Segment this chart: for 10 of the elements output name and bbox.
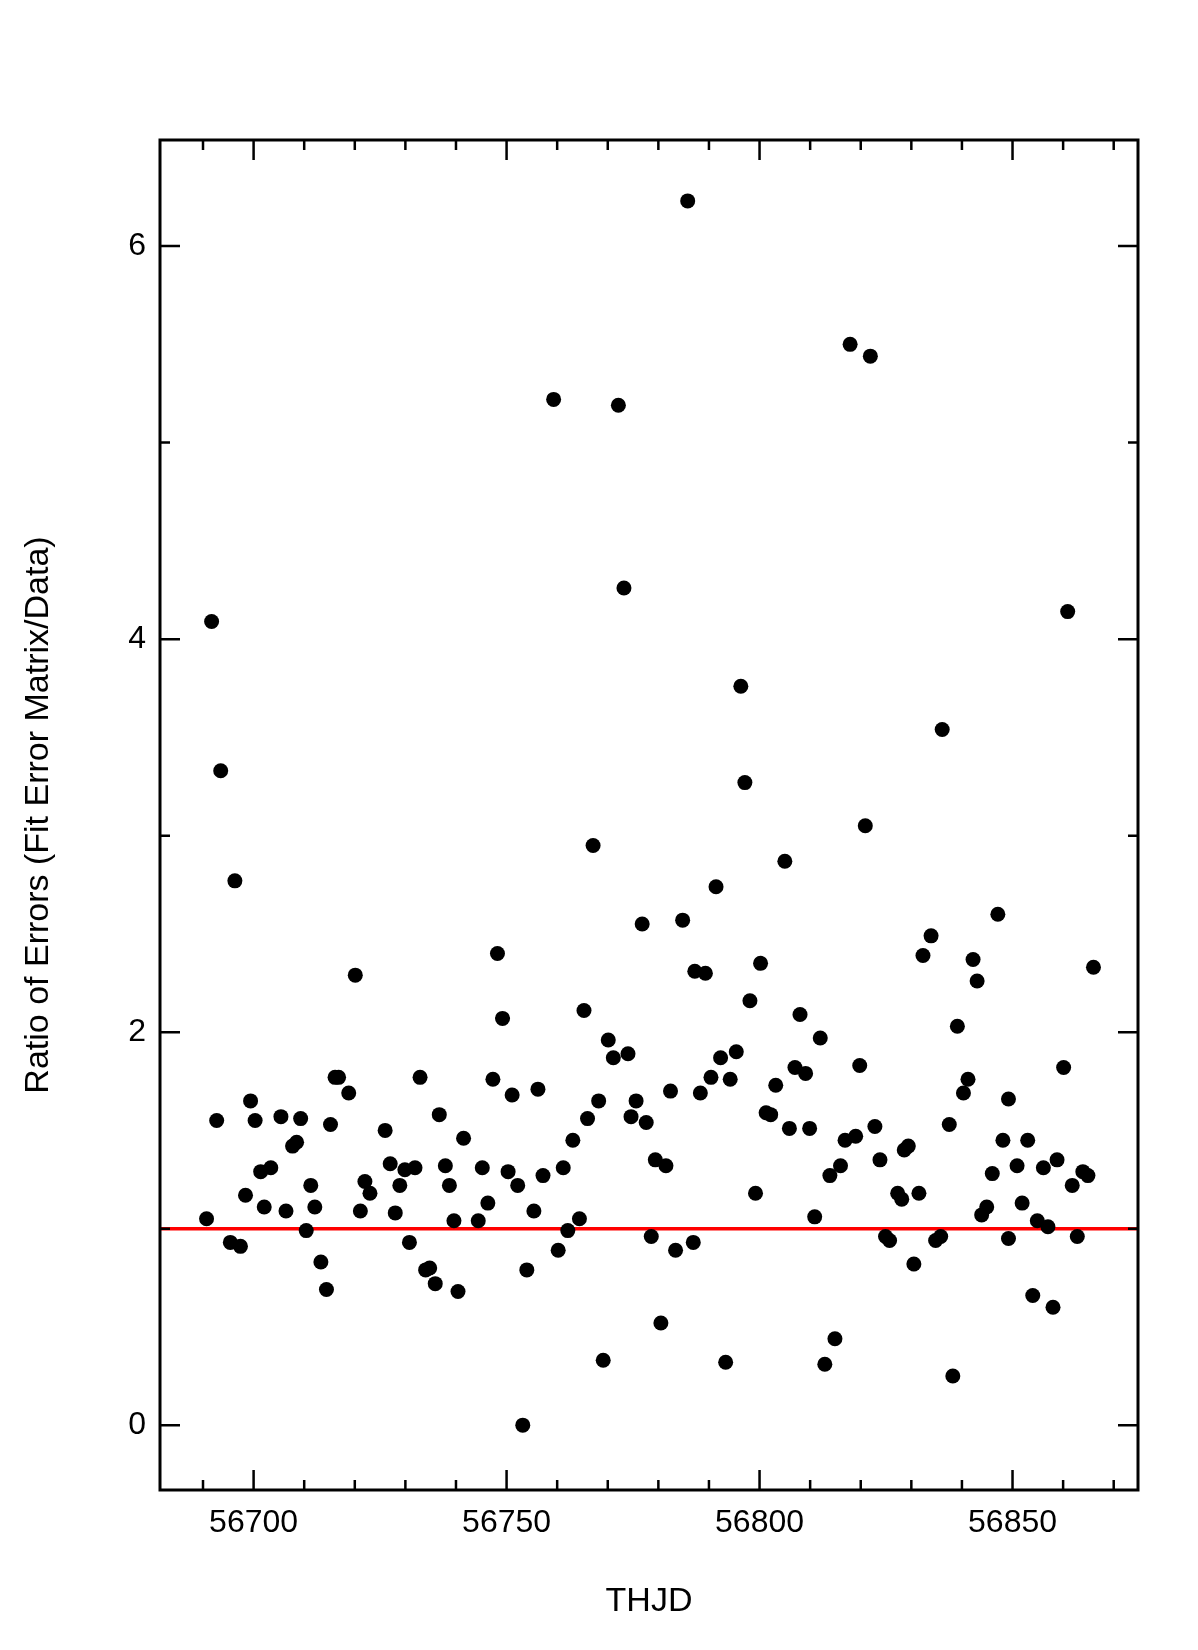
y-tick-label: 0 <box>128 1404 146 1441</box>
x-tick-label: 56700 <box>209 1503 299 1540</box>
y-tick-label: 6 <box>128 225 146 262</box>
y-tick-label: 2 <box>128 1011 146 1048</box>
x-tick-label: 56800 <box>715 1503 805 1540</box>
x-axis-title: THJD <box>605 1579 693 1618</box>
y-tick-label: 4 <box>128 618 146 655</box>
x-tick-label: 56750 <box>462 1503 552 1540</box>
x-tick-label: 56850 <box>968 1503 1058 1540</box>
y-axis-title: Ratio of Errors (Fit Error Matrix/Data) <box>16 536 55 1094</box>
